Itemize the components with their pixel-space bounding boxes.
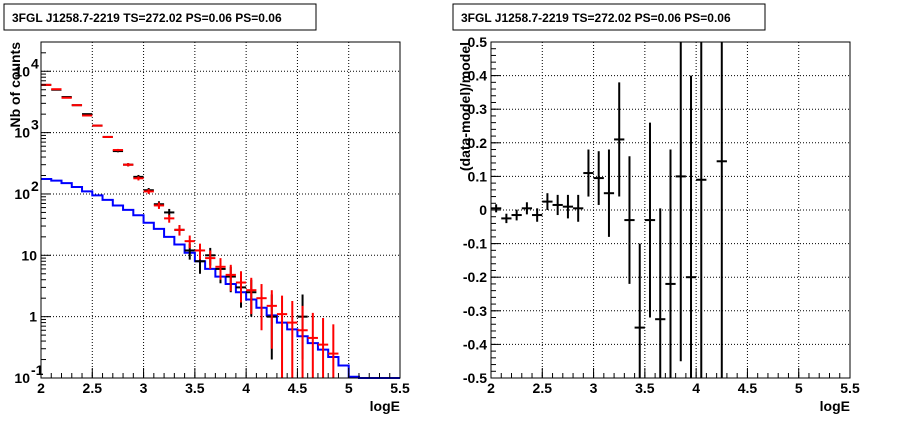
x-tick-label: 4.5: [288, 380, 308, 396]
y-tick-label: -0.1: [463, 236, 487, 252]
x-tick-label: 4.5: [738, 380, 758, 396]
y-tick-exponent: 4: [31, 55, 39, 71]
y-tick-label: 0.2: [468, 135, 488, 151]
x-tick-label: 3.5: [185, 380, 205, 396]
y-tick-label: 10: [14, 125, 30, 141]
y-tick-label: 1: [29, 309, 37, 325]
residuals-panel: 3FGL J1258.7-2219 TS=272.02 PS=0.06 PS=0…: [452, 3, 860, 414]
left-y-axis-title: Nb of counts: [7, 42, 23, 128]
y-tick-label: 10: [21, 247, 37, 263]
x-tick-label: 5: [795, 380, 803, 396]
y-tick-label: 0.4: [468, 68, 488, 84]
x-tick-label: 5.5: [390, 380, 410, 396]
y-tick-exponent: -1: [31, 362, 44, 378]
y-tick-label: 0.3: [468, 101, 488, 117]
y-tick-label: 0: [479, 202, 487, 218]
left-plot-frame: [40, 41, 401, 379]
y-tick-label: 0.5: [468, 34, 488, 50]
x-tick-label: 2: [37, 380, 45, 396]
right-title: 3FGL J1258.7-2219 TS=272.02 PS=0.06 PS=0…: [461, 11, 731, 25]
counts-panel: 3FGL J1258.7-2219 TS=272.02 PS=0.06 PS=0…: [3, 3, 410, 414]
x-tick-label: 5.5: [840, 380, 860, 396]
y-tick-label: 10: [14, 63, 30, 79]
x-tick-label: 3.5: [635, 380, 655, 396]
y-tick-exponent: 2: [31, 178, 39, 194]
y-tick-label: 10: [14, 370, 30, 386]
x-tick-label: 3: [590, 380, 598, 396]
left-x-axis-title: logE: [370, 398, 400, 414]
x-tick-label: 5: [345, 380, 353, 396]
x-tick-label: 3: [140, 380, 148, 396]
x-tick-label: 4: [692, 380, 700, 396]
right-x-axis-title: logE: [820, 398, 850, 414]
y-tick-label: 0.1: [468, 168, 488, 184]
x-tick-label: 4: [242, 380, 250, 396]
model-step-line: [41, 178, 400, 379]
left-title-box: [3, 3, 317, 31]
right-title-box: [452, 3, 766, 31]
y-tick-label: -0.5: [463, 370, 487, 386]
left-title: 3FGL J1258.7-2219 TS=272.02 PS=0.06 PS=0…: [12, 11, 282, 25]
x-tick-label: 2.5: [83, 380, 103, 396]
y-tick-label: -0.2: [463, 269, 487, 285]
y-tick-label: -0.4: [463, 336, 487, 352]
x-tick-label: 2: [487, 380, 495, 396]
y-tick-label: -0.3: [463, 303, 487, 319]
right-y-axis-title: (data-model)/model: [457, 42, 473, 171]
y-tick-exponent: 3: [31, 117, 39, 133]
y-tick-label: 10: [14, 186, 30, 202]
x-tick-label: 2.5: [533, 380, 553, 396]
